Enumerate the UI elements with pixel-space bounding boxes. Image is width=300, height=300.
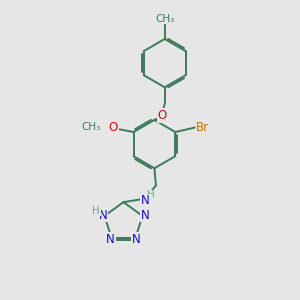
Text: H: H [147, 190, 155, 200]
Text: N: N [132, 233, 141, 246]
Text: CH₃: CH₃ [81, 122, 101, 132]
Text: N: N [140, 209, 149, 222]
Text: Br: Br [196, 121, 209, 134]
Text: N: N [141, 194, 149, 207]
Text: O: O [158, 109, 167, 122]
Text: O: O [109, 121, 118, 134]
Text: N: N [106, 233, 115, 246]
Text: CH₃: CH₃ [155, 14, 174, 24]
Text: N: N [99, 209, 108, 222]
Text: H: H [92, 206, 100, 216]
